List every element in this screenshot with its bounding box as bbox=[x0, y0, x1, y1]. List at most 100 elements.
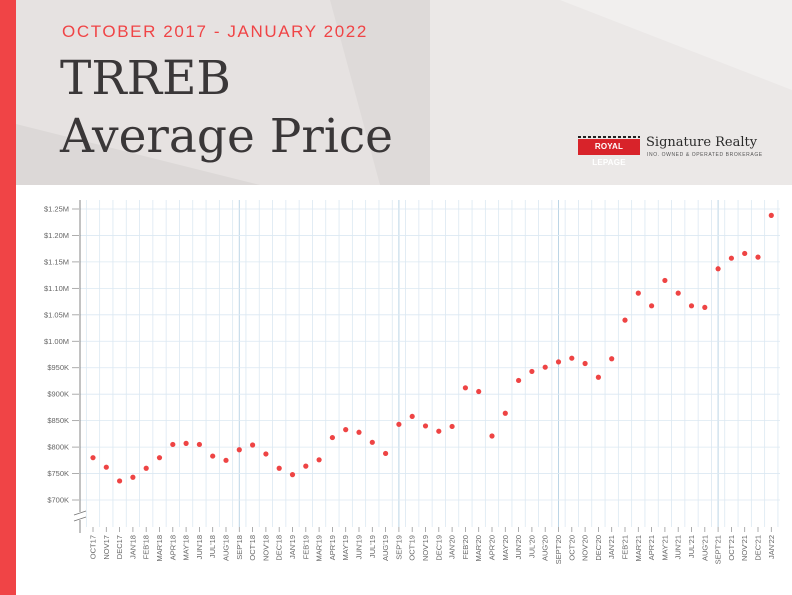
page-title: TRREB Average Price bbox=[60, 50, 393, 166]
x-tick-label: MAY'18 bbox=[182, 535, 191, 560]
data-point bbox=[396, 421, 402, 427]
x-tick-label: NOV'19 bbox=[421, 535, 430, 561]
x-tick-label: FEB'21 bbox=[621, 535, 630, 559]
title-line-1: TRREB bbox=[60, 51, 231, 106]
data-point bbox=[103, 464, 109, 470]
axis-break-icon bbox=[73, 510, 87, 522]
data-point bbox=[210, 453, 216, 459]
data-point bbox=[595, 374, 602, 380]
y-tick-label: $1.15M bbox=[44, 257, 69, 266]
data-point bbox=[289, 472, 296, 478]
brand: ROYAL LEPAGE Signature Realty INO. OWNED… bbox=[578, 135, 768, 167]
y-tick-label: $1.25M bbox=[44, 205, 69, 214]
data-point bbox=[170, 441, 176, 448]
header: OCTOBER 2017 - JANUARY 2022 TRREB Averag… bbox=[0, 0, 792, 185]
x-tick-label: JAN'19 bbox=[288, 535, 297, 559]
x-tick-label: JAN'18 bbox=[128, 535, 137, 559]
data-point bbox=[436, 428, 442, 434]
x-tick-label: JUL'18 bbox=[208, 535, 217, 558]
data-point bbox=[635, 290, 641, 296]
x-tick-label: JUN'21 bbox=[674, 535, 683, 559]
x-tick-label: APR'18 bbox=[168, 535, 177, 560]
data-point bbox=[409, 413, 415, 420]
x-tick-label: OCT'20 bbox=[567, 535, 576, 561]
x-tick-label: APR'20 bbox=[488, 535, 497, 560]
data-point bbox=[422, 423, 429, 429]
data-point bbox=[649, 303, 655, 309]
data-point bbox=[143, 465, 149, 471]
x-tick-label: JUN'18 bbox=[195, 535, 204, 559]
data-point bbox=[156, 455, 163, 461]
data-point bbox=[489, 433, 495, 439]
x-tick-label: SEPT'20 bbox=[554, 535, 563, 564]
x-tick-label: OCT'19 bbox=[408, 535, 417, 561]
brand-logo: ROYAL LEPAGE bbox=[578, 136, 640, 167]
x-tick-label: MAR'19 bbox=[315, 535, 324, 561]
header-background bbox=[0, 0, 792, 185]
data-point bbox=[449, 423, 455, 430]
data-point bbox=[383, 450, 389, 457]
data-point bbox=[742, 250, 748, 257]
brand-name: Signature Realty bbox=[646, 135, 758, 150]
date-range: OCTOBER 2017 - JANUARY 2022 bbox=[62, 22, 368, 41]
x-tick-label: DEC'18 bbox=[275, 535, 284, 561]
x-tick-label: JAN'20 bbox=[448, 535, 457, 559]
y-tick-label: $1.00M bbox=[44, 337, 69, 346]
data-point bbox=[662, 277, 668, 284]
data-point bbox=[369, 439, 375, 445]
x-tick-label: DEC17 bbox=[115, 535, 124, 559]
data-point bbox=[90, 455, 96, 461]
x-tick-label: MAY'19 bbox=[341, 535, 350, 560]
title-line-2: Average Price bbox=[60, 109, 393, 164]
y-tick-label: $750K bbox=[47, 469, 69, 478]
data-point bbox=[356, 429, 362, 435]
data-point bbox=[622, 317, 628, 323]
x-tick-label: FEB'19 bbox=[301, 535, 310, 559]
data-point bbox=[250, 442, 256, 448]
x-tick-label: AUG'18 bbox=[222, 535, 231, 561]
x-tick-label: DEC'21 bbox=[754, 535, 763, 561]
data-point bbox=[236, 447, 242, 453]
data-point bbox=[529, 368, 535, 375]
data-point bbox=[223, 457, 229, 463]
x-tick-label: JUL'19 bbox=[368, 535, 377, 558]
x-tick-label: NOV'21 bbox=[740, 535, 749, 561]
data-point bbox=[768, 212, 774, 218]
x-tick-label: SEP'19 bbox=[394, 535, 403, 560]
data-point bbox=[329, 434, 335, 441]
x-tick-label: JUL'20 bbox=[527, 535, 536, 558]
y-tick-label: $850K bbox=[47, 416, 69, 425]
y-tick-label: $1.05M bbox=[44, 310, 69, 319]
data-point bbox=[675, 290, 681, 296]
x-tick-label: APR'21 bbox=[647, 535, 656, 560]
x-tick-label: MAR'18 bbox=[155, 535, 164, 561]
data-point bbox=[263, 451, 269, 457]
x-tick-label: JAN'22 bbox=[767, 535, 776, 559]
data-point bbox=[702, 304, 708, 311]
data-point bbox=[715, 266, 721, 272]
data-point bbox=[117, 478, 123, 484]
data-point bbox=[476, 388, 482, 395]
data-point bbox=[276, 465, 282, 471]
accent-bar bbox=[0, 0, 16, 595]
x-tick-label: DEC'20 bbox=[594, 535, 603, 561]
x-tick-label: MAR'20 bbox=[474, 535, 483, 561]
data-point bbox=[728, 255, 735, 261]
x-tick-label: AUG'19 bbox=[381, 535, 390, 561]
x-tick-label: APR'19 bbox=[328, 535, 337, 560]
x-tick-label: NOV'20 bbox=[581, 535, 590, 561]
data-point bbox=[688, 303, 695, 309]
x-tick-label: AUG'20 bbox=[541, 535, 550, 561]
data-point bbox=[343, 427, 349, 433]
data-point bbox=[755, 254, 761, 260]
data-point bbox=[502, 410, 508, 416]
data-point bbox=[316, 457, 322, 463]
y-tick-label: $1.20M bbox=[44, 231, 69, 240]
y-tick-label: $900K bbox=[47, 390, 69, 399]
data-point bbox=[569, 355, 575, 361]
x-tick-label: OCT'18 bbox=[248, 535, 257, 561]
x-tick-label: JUN'19 bbox=[355, 535, 364, 559]
x-tick-label: OCT'21 bbox=[727, 535, 736, 561]
y-tick-label: $700K bbox=[47, 496, 69, 505]
